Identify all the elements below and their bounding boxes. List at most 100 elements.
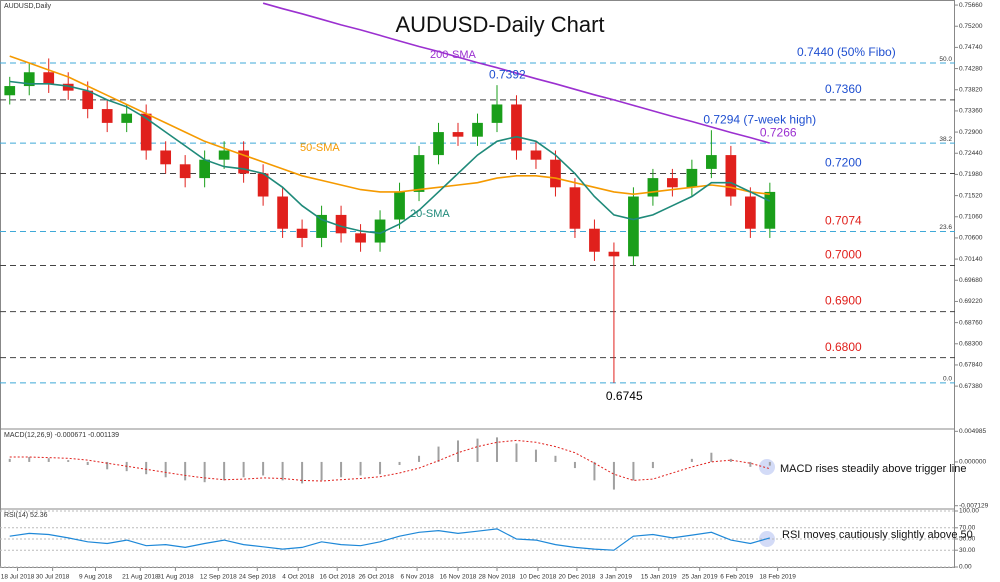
level-label: 0.7200 xyxy=(825,156,862,170)
candle-body xyxy=(199,159,211,179)
candle-body xyxy=(394,191,405,220)
candle-body xyxy=(569,187,581,229)
level-label: 0.7360 xyxy=(825,82,862,96)
level-label: 0.7000 xyxy=(825,248,862,262)
y-tick-label: 0.74280 xyxy=(959,65,983,72)
candle-body xyxy=(511,104,522,151)
y-tick-label: 0.000000 xyxy=(959,459,986,466)
sma-label: 50-SMA xyxy=(300,142,340,154)
x-tick-label: 6 Nov 2018 xyxy=(400,574,434,581)
sma-line xyxy=(9,80,771,235)
candle-body xyxy=(550,159,561,188)
x-tick-label: 15 Jan 2019 xyxy=(641,574,677,581)
x-tick-label: 20 Dec 2018 xyxy=(558,574,595,581)
price-annotation: 0.7392 xyxy=(489,67,526,81)
macd-title: MACD(12,26,9) -0.000671 -0.001139 xyxy=(4,432,119,439)
y-tick-label: 0.70600 xyxy=(959,235,983,242)
macd-annotation: MACD rises steadily above trigger line xyxy=(780,463,966,475)
level-label: 0.7074 xyxy=(825,214,862,228)
candle-body xyxy=(316,214,327,238)
x-tick-label: 24 Sep 2018 xyxy=(239,574,276,581)
fib-label: 0.0 xyxy=(943,376,952,383)
chart-title: AUDUSD-Daily Chart xyxy=(395,12,604,37)
candle-body xyxy=(23,72,35,87)
level-label: 0.6900 xyxy=(825,294,862,308)
price-annotation: 0.7294 (7-week high) xyxy=(703,112,816,126)
y-tick-label: 30.00 xyxy=(959,547,976,554)
x-tick-label: 25 Jan 2019 xyxy=(682,574,718,581)
candle-body xyxy=(491,104,503,123)
candle-body xyxy=(355,233,366,243)
y-tick-label: 0.69220 xyxy=(959,298,983,305)
x-tick-label: 16 Nov 2018 xyxy=(440,574,477,581)
candle-body xyxy=(628,196,639,257)
candle-body xyxy=(277,196,288,229)
x-tick-label: 26 Oct 2018 xyxy=(358,574,394,581)
frame xyxy=(0,0,955,568)
rsi-line xyxy=(9,528,770,551)
candle-body xyxy=(413,155,425,192)
rsi-title: RSI(14) 52.36 xyxy=(4,512,48,519)
y-tick-label: 0.67840 xyxy=(959,362,983,369)
y-tick-label: 0.68300 xyxy=(959,340,983,347)
candle-body xyxy=(530,150,542,160)
y-tick-label: 0.70140 xyxy=(959,256,983,263)
sma-line xyxy=(262,2,771,144)
candle-body xyxy=(647,178,659,197)
x-tick-label: 10 Dec 2018 xyxy=(519,574,556,581)
y-tick-label: 0.73360 xyxy=(959,108,983,115)
candle-body xyxy=(725,155,737,197)
y-tick-label: -0.007129 xyxy=(959,502,989,509)
y-tick-label: 0.71060 xyxy=(959,213,983,220)
level-label: 0.7440 (50% Fibo) xyxy=(797,45,896,59)
sma-label: 20-SMA xyxy=(410,208,450,220)
y-tick-label: 0.69680 xyxy=(959,277,983,284)
y-tick-label: 100.00 xyxy=(959,508,979,515)
y-tick-label: 70.00 xyxy=(959,525,976,532)
x-tick-label: 21 Aug 2018 xyxy=(122,574,159,581)
fib-label: 38.2 xyxy=(939,136,952,143)
candle-body xyxy=(62,83,74,91)
candle-body xyxy=(452,132,464,137)
y-tick-label: 0.74740 xyxy=(959,44,983,51)
price-annotation: 0.7266 xyxy=(760,125,797,139)
candle-body xyxy=(140,113,152,151)
y-tick-label: 0.68760 xyxy=(959,319,983,326)
sma-label: 200-SMA xyxy=(430,49,477,61)
candle-body xyxy=(589,228,600,252)
candle-body xyxy=(667,178,678,188)
fib-label: 50.0 xyxy=(939,56,952,63)
rsi-annotation: RSI moves cautiously slightly above 50 xyxy=(782,529,973,541)
candle-body xyxy=(43,72,55,84)
y-tick-label: 0.71520 xyxy=(959,192,983,199)
x-tick-label: 31 Aug 2018 xyxy=(157,574,194,581)
y-tick-label: 0.73820 xyxy=(959,86,983,93)
candle-body xyxy=(4,86,16,96)
level-label: 0.6800 xyxy=(825,340,862,354)
candle-body xyxy=(472,122,483,137)
candle-body xyxy=(121,113,133,123)
x-tick-label: 28 Nov 2018 xyxy=(479,574,516,581)
highlight xyxy=(759,459,775,475)
candle-body xyxy=(608,251,620,257)
y-tick-label: 50.00 xyxy=(959,536,976,543)
candle-body xyxy=(706,155,717,169)
price-annotation: 0.6745 xyxy=(606,389,643,403)
candle-body xyxy=(433,132,444,156)
x-tick-label: 3 Jan 2019 xyxy=(600,574,633,581)
y-tick-label: 0.67380 xyxy=(959,383,983,390)
y-tick-label: 0.75200 xyxy=(959,23,983,30)
x-tick-label: 18 Feb 2019 xyxy=(759,574,796,581)
candle-body xyxy=(179,164,191,179)
candle-body xyxy=(238,150,249,174)
signal-line xyxy=(9,439,770,482)
x-tick-label: 9 Aug 2018 xyxy=(79,574,112,581)
candle-body xyxy=(764,191,776,229)
candle-body xyxy=(374,219,386,243)
y-tick-label: 0.72900 xyxy=(959,129,983,136)
symbol-label: AUDUSD,Daily xyxy=(4,3,52,10)
y-tick-label: 0.75660 xyxy=(959,2,983,9)
y-tick-label: 0.71980 xyxy=(959,171,983,178)
candle-body xyxy=(218,150,230,160)
